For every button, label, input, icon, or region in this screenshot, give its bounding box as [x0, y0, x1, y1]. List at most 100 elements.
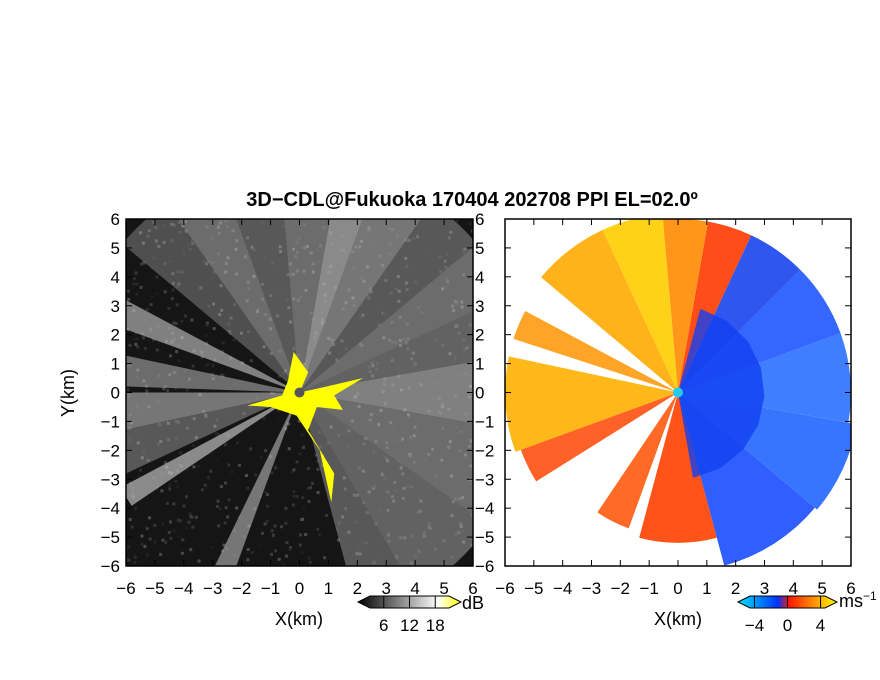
- y-tick-label: 5: [111, 239, 120, 258]
- reflectivity-ray: [299, 219, 421, 393]
- y-tick-label: 2: [111, 326, 120, 345]
- reflectivity-colorbar: 6 12 18 dB: [356, 593, 484, 635]
- y-tick-label: −2: [101, 441, 120, 460]
- reflectivity-ray: [126, 392, 300, 506]
- y-tick-label: −5: [101, 528, 120, 547]
- x-tick-label: −6: [495, 579, 514, 598]
- reflectivity-y-label: Y(km): [58, 369, 78, 417]
- y-tick-label: −4: [101, 499, 120, 518]
- x-tick-label: −1: [261, 579, 280, 598]
- radar-site-marker-right: [673, 387, 683, 398]
- x-tick-label: 2: [731, 579, 740, 598]
- velocity-ray: [513, 311, 678, 393]
- x-tick-label: −2: [611, 579, 630, 598]
- chart-title: 3D−CDL@Fukuoka 170404 202708 PPI EL=02.0…: [246, 189, 698, 211]
- velocity-colorbar: −4 0 4 ms−1: [736, 589, 877, 635]
- y-tick-label-right: 3: [475, 297, 484, 316]
- colorbar-tick-label: −4: [745, 616, 764, 635]
- x-tick-label: −2: [232, 579, 251, 598]
- reflectivity-ray: [126, 392, 300, 474]
- reflectivity-ray: [236, 219, 300, 393]
- reflectivity-panel: −6 −5 −4 −3 −2 −1 0 1 2 3 4 5 6 6 65 54 43 32 21 10 0−1 −1−2…: [58, 210, 495, 635]
- x-tick-label: 1: [324, 579, 333, 598]
- y-tick-label-right: 1: [475, 355, 484, 374]
- velocity-ray: [662, 219, 709, 393]
- velocity-ray: [602, 219, 678, 393]
- velocity-x-label: X(km): [654, 609, 702, 629]
- reflectivity-ray: [299, 361, 473, 424]
- reflectivity-x-ticks: −6 −5 −4 −3 −2 −1 0 1 2 3 4 5 6: [116, 219, 478, 598]
- reflectivity-ray: [126, 355, 300, 393]
- y-tick-label-right: −4: [475, 499, 494, 518]
- radar-site-marker-left: [294, 387, 305, 398]
- colorbar-tick-label: 12: [400, 616, 419, 635]
- x-tick-label: −1: [639, 579, 658, 598]
- x-tick-label: 5: [817, 579, 826, 598]
- velocity-panel: −6 −5 −4 −3 −2 −1 0 1 2 3 4 5 6 X(km) −4 0 4 ms−1: [495, 218, 877, 635]
- y-tick-label: −3: [101, 470, 120, 489]
- velocity-ray: [541, 230, 678, 393]
- colorbar-tick-label: 6: [379, 616, 388, 635]
- x-tick-label: −3: [582, 579, 601, 598]
- y-tick-label-right: −5: [475, 528, 494, 547]
- reflectivity-x-label: X(km): [275, 609, 323, 629]
- x-tick-label: 6: [468, 579, 477, 598]
- reflectivity-ray: [126, 300, 300, 393]
- radar-site-dot: [673, 387, 683, 398]
- y-tick-label: −6: [101, 557, 120, 576]
- x-tick-label: 1: [702, 579, 711, 598]
- reflectivity-field: [126, 219, 473, 566]
- reflectivity-ray: [299, 311, 473, 393]
- y-tick-label-right: −3: [475, 470, 494, 489]
- x-tick-label: −3: [203, 579, 222, 598]
- velocity-ray: [597, 392, 678, 529]
- y-tick-label-right: −2: [475, 441, 494, 460]
- colorbar-tick-label: 18: [426, 616, 445, 635]
- velocity-inner: [678, 308, 765, 478]
- x-tick-label: 3: [760, 579, 769, 598]
- x-tick-label: 2: [353, 579, 362, 598]
- reflectivity-ray: [126, 219, 300, 393]
- reflectivity-ray: [299, 246, 473, 393]
- x-tick-label: 0: [673, 579, 682, 598]
- y-tick-label: 3: [111, 297, 120, 316]
- reflectivity-ray: [178, 219, 300, 393]
- reflectivity-y-ticks: 6 6 5 5 4 4 3 3 2 2 1 1 0 0 −1 −1 −2 −2 −3 −3 −4 −4 −5 −5 −6 −6: [101, 210, 495, 576]
- velocity-ray: [505, 356, 678, 452]
- x-tick-label: −4: [174, 579, 193, 598]
- reflectivity-ray: [299, 392, 473, 566]
- reflectivity-core: [247, 352, 364, 503]
- y-tick-label-right: −6: [475, 557, 494, 576]
- y-tick-label-right: 5: [475, 239, 484, 258]
- y-tick-label-right: −1: [475, 412, 494, 431]
- velocity-colorbar-unit: ms−1: [839, 589, 877, 611]
- reflectivity-ray: [214, 392, 300, 566]
- velocity-ray: [678, 333, 851, 423]
- velocity-y-ticks: [505, 218, 851, 567]
- x-tick-label: 4: [410, 579, 419, 598]
- radar-site-dot: [294, 387, 305, 398]
- y-tick-label-right: 4: [475, 268, 484, 287]
- colorbar-tick-label: 4: [816, 616, 825, 635]
- velocity-field: [505, 219, 851, 566]
- x-tick-label: −5: [524, 579, 543, 598]
- y-tick-label: 1: [111, 355, 120, 374]
- x-tick-label: 6: [846, 579, 855, 598]
- x-tick-label: −5: [145, 579, 164, 598]
- x-tick-label: 3: [382, 579, 391, 598]
- colorbar-tick-label: 0: [783, 616, 792, 635]
- y-tick-label-right: 0: [475, 384, 484, 403]
- x-tick-label: 5: [439, 579, 448, 598]
- x-tick-label: 4: [789, 579, 798, 598]
- y-tick-label: 4: [111, 268, 120, 287]
- reflectivity-ray: [284, 219, 331, 393]
- reflectivity-ray: [126, 392, 300, 430]
- y-tick-label: −1: [101, 412, 120, 431]
- reflectivity-ray: [299, 219, 363, 393]
- x-tick-label: 0: [295, 579, 304, 598]
- velocity-x-ticks: −6 −5 −4 −3 −2 −1 0 1 2 3 4 5 6: [495, 219, 856, 598]
- reflectivity-ray: [299, 219, 473, 393]
- reflectivity-ray: [299, 392, 400, 566]
- reflectivity-colorbar-unit: dB: [462, 593, 484, 613]
